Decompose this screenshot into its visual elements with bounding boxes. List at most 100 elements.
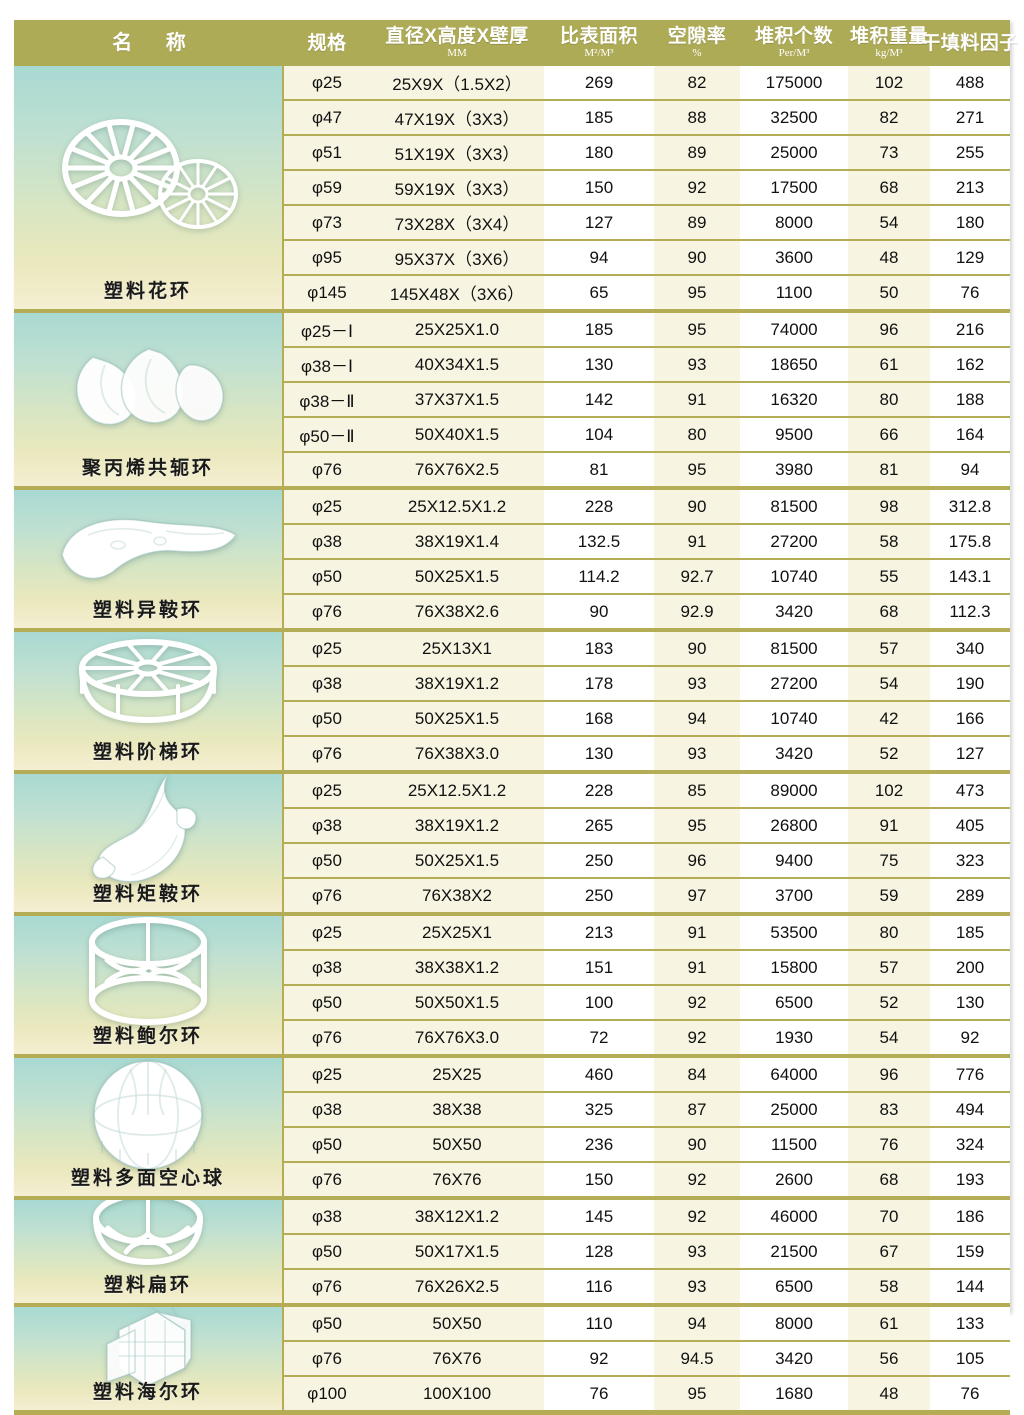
cell-dimension: 47X19X（3X3） [370,101,544,134]
table-row: φ25 25X12.5X1.2 228 85 89000 102 473 [284,774,1010,809]
cell-packing-count: 9500 [740,418,848,451]
table-row: φ25 25X9X（1.5X2） 269 82 175000 102 488 [284,66,1010,101]
cell-packing-weight: 67 [848,1235,930,1268]
cell-packing-weight: 83 [848,1093,930,1126]
cell-dimension: 37X37X1.5 [370,383,544,416]
cell-packing-count: 3600 [740,241,848,274]
cell-dimension: 38X38 [370,1093,544,1126]
cell-specific-area: 168 [544,702,654,735]
cell-dry-packing-factor: 180 [930,206,1010,239]
product-name-label: 塑料鲍尔环 [92,1026,203,1047]
product-block: 塑料多面空心球 φ25 25X25 460 84 64000 96 776 φ38 38X38 32… [14,1058,1010,1200]
cell-spec: φ38 [284,667,370,700]
cell-packing-weight: 55 [848,560,930,593]
cell-packing-count: 3980 [740,453,848,486]
cell-spec: φ59 [284,171,370,204]
cell-packing-count: 32500 [740,101,848,134]
cell-void-fraction: 85 [654,774,740,807]
cell-spec: φ25 [284,774,370,807]
header-unit-packing-count: Per/M³ [778,47,810,59]
flat-ring-icon [14,1200,282,1273]
header-cell-name: 名 称 [14,20,284,66]
product-block: 塑料海尔环 φ50 50X50 110 94 8000 61 133 φ76 76X76 92 94.… [14,1307,1010,1415]
cell-packing-count: 10740 [740,702,848,735]
table-row: φ25 25X13X1 183 90 81500 57 340 [284,632,1010,667]
cell-specific-area: 236 [544,1128,654,1161]
cell-specific-area: 127 [544,206,654,239]
cell-packing-weight: 56 [848,1342,930,1375]
header-cell-dry-packing-factor: 干填料因子 [921,20,1018,66]
cell-packing-count: 25000 [740,136,848,169]
cell-specific-area: 228 [544,490,654,523]
cell-spec: φ50 [284,1235,370,1268]
cell-spec: φ38 [284,1200,370,1233]
cell-dimension: 50X50 [370,1128,544,1161]
cell-void-fraction: 97 [654,879,740,912]
cell-dry-packing-factor: 340 [930,632,1010,665]
cell-void-fraction: 90 [654,1128,740,1161]
cell-packing-weight: 98 [848,490,930,523]
cell-dry-packing-factor: 473 [930,774,1010,807]
cell-dimension: 50X50 [370,1307,544,1340]
header-unit-dimension: MM [447,47,467,59]
cell-void-fraction: 92 [654,1200,740,1233]
cell-dry-packing-factor: 133 [930,1307,1010,1340]
cell-spec: φ50 [284,560,370,593]
table-row: φ38 38X19X1.4 132.5 91 27200 58 175.8 [284,525,1010,560]
cell-dry-packing-factor: 164 [930,418,1010,451]
cell-packing-weight: 68 [848,171,930,204]
cell-packing-weight: 54 [848,1021,930,1054]
cell-specific-area: 213 [544,916,654,949]
cell-dimension: 73X28X（3X4） [370,206,544,239]
product-rows: φ50 50X50 110 94 8000 61 133 φ76 76X76 92 94.5 3420… [284,1307,1010,1410]
cell-dimension: 76X38X3.0 [370,737,544,770]
cell-dimension: 38X19X1.4 [370,525,544,558]
cell-packing-weight: 54 [848,667,930,700]
cell-packing-count: 1100 [740,276,848,309]
cell-specific-area: 110 [544,1307,654,1340]
cell-specific-area: 132.5 [544,525,654,558]
cell-packing-count: 3700 [740,879,848,912]
cell-void-fraction: 84 [654,1058,740,1091]
cell-specific-area: 142 [544,383,654,416]
cell-packing-weight: 68 [848,595,930,628]
cell-void-fraction: 94 [654,1307,740,1340]
cell-specific-area: 250 [544,879,654,912]
cell-specific-area: 81 [544,453,654,486]
cell-void-fraction: 95 [654,1377,740,1410]
product-name-cell: 塑料扁环 [14,1200,284,1303]
cell-spec: φ50 [284,844,370,877]
cell-dry-packing-factor: 213 [930,171,1010,204]
header-cell-void-fraction: 空隙率 % [654,20,740,66]
cell-packing-weight: 70 [848,1200,930,1233]
cell-packing-count: 81500 [740,632,848,665]
cell-spec: φ73 [284,206,370,239]
cell-packing-count: 27200 [740,525,848,558]
cell-dry-packing-factor: 271 [930,101,1010,134]
table-row: φ50 50X25X1.5 168 94 10740 42 166 [284,702,1010,737]
header-label-dimension: 直径X高度X壁厚 [385,26,529,47]
cell-dry-packing-factor: 193 [930,1163,1010,1196]
cell-dry-packing-factor: 175.8 [930,525,1010,558]
product-rows: φ25 25X13X1 183 90 81500 57 340 φ38 38X19X1.2 178… [284,632,1010,770]
product-block: 塑料异鞍环 φ25 25X12.5X1.2 228 90 81500 98 312.8 φ38 3… [14,490,1010,632]
product-rows: φ38 38X12X1.2 145 92 46000 70 186 φ50 50X17X1.5 1… [284,1200,1010,1303]
table-row: φ38 38X19X1.2 265 95 26800 91 405 [284,809,1010,844]
cell-void-fraction: 93 [654,1270,740,1303]
cell-specific-area: 178 [544,667,654,700]
product-block: 塑料扁环 φ38 38X12X1.2 145 92 46000 70 186 φ50 50X17X… [14,1200,1010,1307]
product-rows: φ25 25X12.5X1.2 228 90 81500 98 312.8 φ38 38X19X… [284,490,1010,628]
cell-spec: φ76 [284,1021,370,1054]
header-cell-packing-count: 堆积个数 Per/M³ [740,20,848,66]
cell-spec: φ25 [284,66,370,99]
header-label-spec: 规格 [307,32,347,54]
cell-packing-weight: 50 [848,276,930,309]
product-block: 塑料鲍尔环 φ25 25X25X1 213 91 53500 80 185 φ38 38X38X1… [14,916,1010,1058]
cell-dry-packing-factor: 105 [930,1342,1010,1375]
cell-void-fraction: 92 [654,171,740,204]
cell-packing-weight: 102 [848,774,930,807]
cell-packing-count: 18650 [740,348,848,381]
cell-dimension: 76X38X2 [370,879,544,912]
cell-dimension: 25X25 [370,1058,544,1091]
cell-specific-area: 92 [544,1342,654,1375]
